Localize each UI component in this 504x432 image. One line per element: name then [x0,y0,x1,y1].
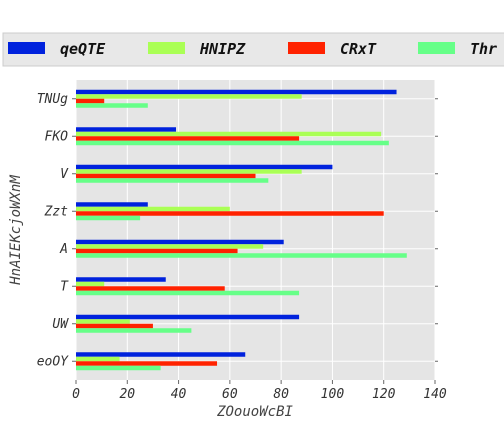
bar [76,277,166,282]
bar [76,253,407,258]
bar [76,319,130,324]
bar [76,244,264,249]
x-tick-label: 20 [119,387,135,402]
bars [76,89,407,371]
y-tick-label: A [59,242,68,257]
legend-swatch [288,42,325,54]
legend-label: qeQTE [60,40,106,58]
legend: qeQTE HNIPZ CRxT Thr [8,40,497,58]
bar [76,323,153,329]
bar [76,103,148,108]
bar [76,164,333,170]
bar [76,290,300,296]
y-tick-label: FKO [45,129,69,144]
bar [76,178,269,183]
legend-label: HNIPZ [199,40,246,58]
bar [76,169,302,174]
y-tick-label: V [60,167,69,182]
bar [76,215,141,221]
bar [76,98,105,104]
bar [76,94,302,99]
bar [76,352,246,357]
y-tick-label: Zzt [44,204,69,219]
bar [76,173,256,179]
y-tick-label: TNUg [37,92,68,107]
x-tick-label: 0 [72,387,80,402]
bar [76,239,284,245]
bar [76,328,192,333]
bar [76,127,177,132]
x-tick-label: 80 [273,387,289,402]
y-axis-ticks: TNUg FKO V Zzt A T UW eoOY [37,92,438,369]
bar [76,361,218,366]
y-tick-label: T [60,279,69,294]
bar [76,248,238,254]
bar [76,206,230,212]
legend-swatch [8,42,45,54]
x-tick-label: 140 [423,387,447,402]
x-axis-title: ZOouoWcBI [216,404,293,420]
legend-swatch [148,42,185,54]
plot-area [76,80,435,380]
y-tick-label: UW [52,317,69,332]
bar [76,131,382,137]
y-tick-label: eoOY [37,354,69,369]
bar [76,136,300,141]
legend-swatch [418,42,455,54]
x-axis-ticks: 0 20 40 60 80 100 120 140 [72,380,447,402]
bar [76,365,161,371]
y-axis-title: HnAIEKcjoWXnM [8,175,24,286]
x-tick-label: 40 [171,387,187,402]
bar [76,356,120,362]
bar [76,211,384,216]
x-tick-label: 120 [372,387,396,402]
x-tick-label: 60 [222,387,238,402]
bar [76,314,300,320]
legend-label: CRxT [340,40,377,58]
bar [76,281,105,287]
bar [76,286,225,291]
legend-label: Thr [470,40,497,58]
bar [76,202,148,207]
bar [76,140,389,146]
bar [76,89,397,95]
x-tick-label: 100 [321,387,345,402]
